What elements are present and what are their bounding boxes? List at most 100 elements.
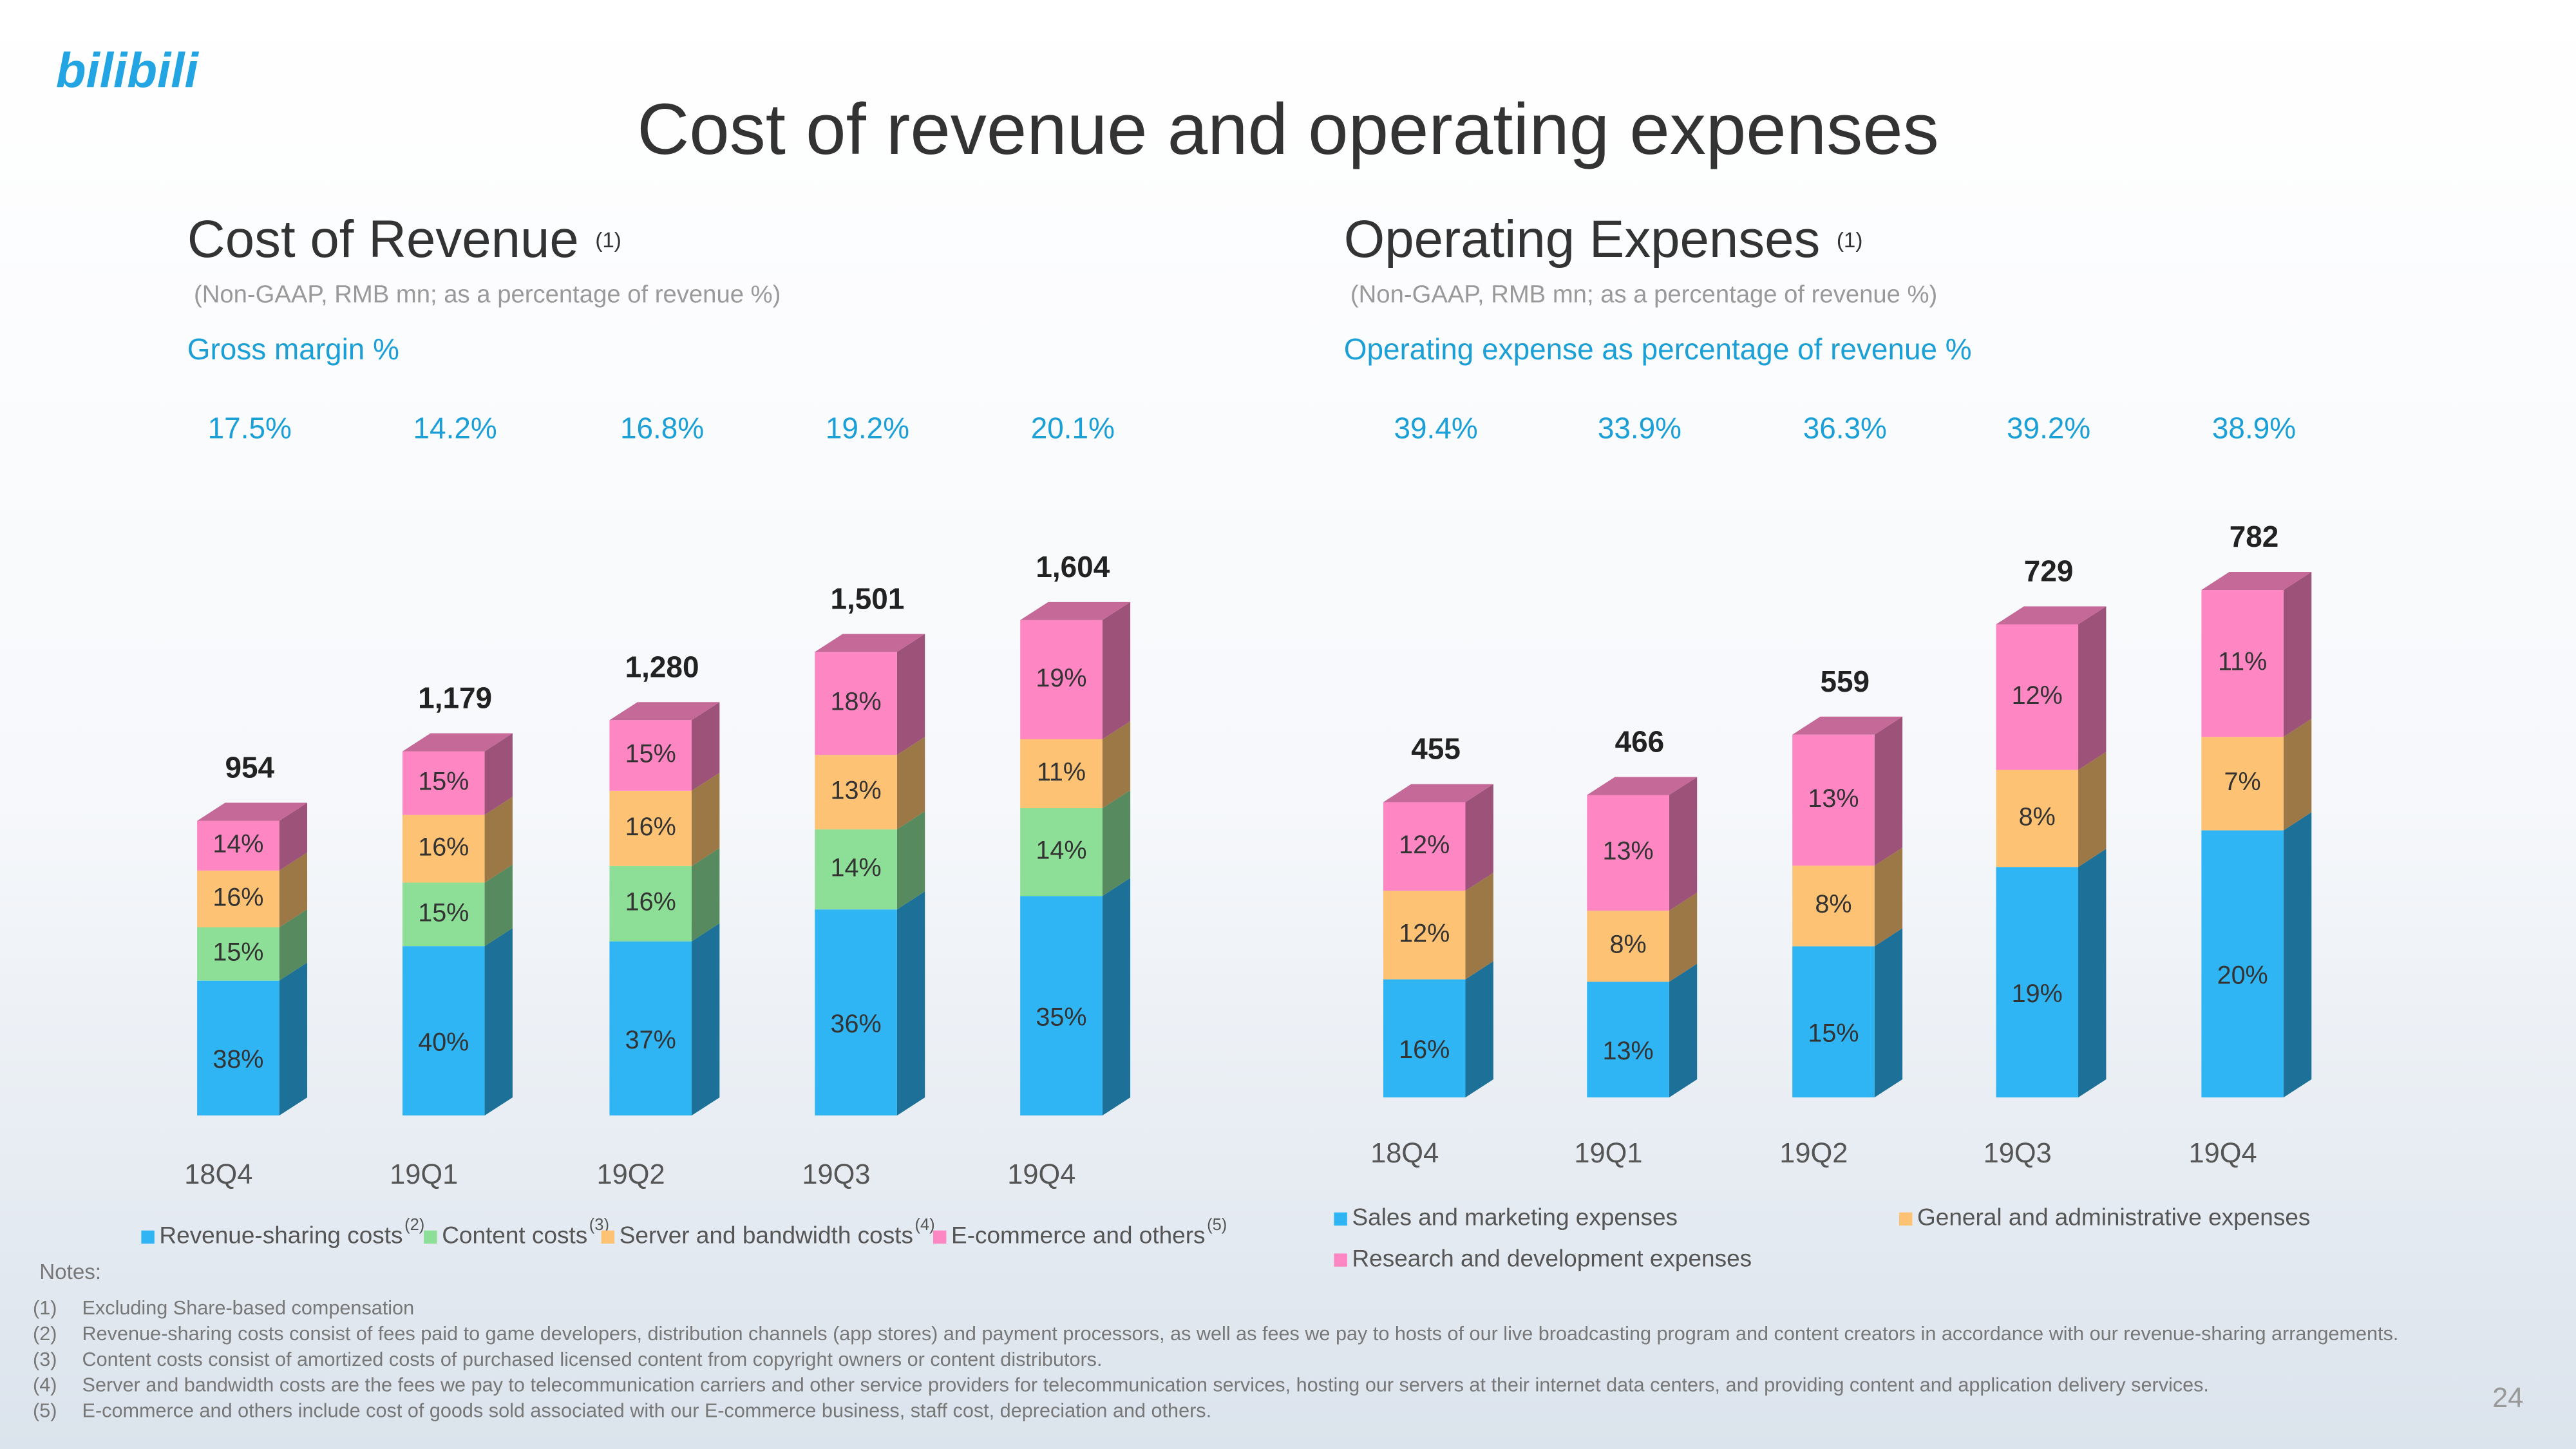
bar-segment <box>1020 739 1103 809</box>
segment-label: 8% <box>1815 890 1852 918</box>
bar-side <box>484 928 513 1116</box>
bar-segment <box>1996 624 2079 770</box>
segment-label: 15% <box>1808 1019 1859 1048</box>
bar-segment <box>402 751 485 815</box>
bar-side <box>1669 777 1698 911</box>
bar-segment <box>1020 896 1103 1116</box>
bar-segment <box>2201 830 2284 1098</box>
legend-label: General and administrative expenses <box>1917 1204 2310 1231</box>
bar-segment <box>1996 867 2079 1098</box>
bar-side <box>1874 716 1903 866</box>
bar-top <box>815 634 925 652</box>
bar-side <box>1465 873 1493 980</box>
segment-label: 15% <box>213 938 263 967</box>
bar-side <box>2283 719 2312 831</box>
ratio-label: 39.2% <box>2007 411 2090 444</box>
note-marker: (1) <box>33 1297 57 1319</box>
bar-side <box>896 811 925 910</box>
bar-side <box>2078 752 2107 867</box>
bar-side <box>691 923 720 1116</box>
total-label: 1,604 <box>1036 550 1110 583</box>
legend-label: Server and bandwidth costs <box>620 1222 913 1249</box>
bar-segment <box>1587 911 1669 982</box>
legend-swatch <box>601 1230 615 1244</box>
bar-side <box>896 634 925 755</box>
ratio-label: 14.2% <box>413 411 497 444</box>
segment-label: 8% <box>2019 802 2056 831</box>
segment-label: 16% <box>418 833 469 861</box>
x-tick-label: 18Q4 <box>1370 1138 1439 1169</box>
segment-label: 36% <box>831 1010 882 1038</box>
bar-side <box>1465 784 1493 891</box>
bar-segment <box>1587 981 1669 1098</box>
x-tick-label: 19Q2 <box>1779 1138 1848 1169</box>
chart-subtitle: (Non-GAAP, RMB mn; as a percentage of re… <box>194 280 781 308</box>
bar-segment <box>609 790 692 866</box>
segment-label: 7% <box>2224 768 2261 796</box>
bar-side <box>1102 878 1131 1116</box>
legend-label: Research and development expenses <box>1352 1245 1752 1271</box>
segment-label: 14% <box>1036 837 1086 865</box>
segment-label: 19% <box>2012 980 2063 1008</box>
x-tick-label: 19Q4 <box>1007 1159 1075 1190</box>
legend-swatch <box>933 1230 947 1244</box>
segment-label: 37% <box>625 1026 676 1054</box>
bar-segment <box>197 870 279 927</box>
note-marker: (4) <box>33 1374 57 1396</box>
bar-segment <box>815 829 897 910</box>
x-tick-label: 19Q3 <box>1984 1138 2052 1169</box>
bar-side <box>484 864 513 947</box>
bar-side <box>1874 928 1903 1098</box>
segment-label: 13% <box>1602 837 1653 866</box>
bar-segment <box>1792 734 1875 866</box>
logo: bilibili <box>56 43 200 98</box>
bar-side <box>2078 606 2107 770</box>
bar-side <box>691 848 720 942</box>
bar-side <box>2283 812 2312 1098</box>
bar-side <box>484 733 513 815</box>
legend-swatch <box>1334 1253 1347 1267</box>
page-number: 24 <box>2492 1383 2523 1414</box>
legend-label: E-commerce and others <box>951 1222 1206 1249</box>
note-text: E-commerce and others include cost of go… <box>82 1399 1212 1421</box>
x-tick-label: 19Q2 <box>597 1159 665 1190</box>
bar-segment <box>815 652 897 755</box>
ratio-label: 17.5% <box>208 411 292 444</box>
bar-segment <box>1383 802 1466 891</box>
ratio-label: 38.9% <box>2212 411 2296 444</box>
bar-segment <box>197 927 279 981</box>
segment-label: 14% <box>213 830 263 858</box>
segment-label: 15% <box>418 898 469 927</box>
ratio-label: 33.9% <box>1598 411 1681 444</box>
chart-title-note: (1) <box>595 229 621 252</box>
segment-label: 16% <box>213 883 263 911</box>
bar-segment <box>815 755 897 829</box>
bar-side <box>484 797 513 883</box>
bar-segment <box>402 882 485 947</box>
bar-top <box>1020 601 1131 620</box>
segment-label: 8% <box>1609 931 1646 959</box>
bar-segment <box>609 941 692 1116</box>
segment-label: 15% <box>418 767 469 795</box>
segment-label: 15% <box>625 740 676 768</box>
note-marker: (2) <box>33 1323 57 1345</box>
bar-side <box>279 962 308 1116</box>
total-label: 559 <box>1820 665 1870 698</box>
bar-segment <box>197 820 279 871</box>
ratio-label: 20.1% <box>1031 411 1115 444</box>
bar-segment <box>1383 891 1466 980</box>
note-marker: (5) <box>33 1399 57 1421</box>
segment-label: 12% <box>2012 681 2063 710</box>
segment-label: 16% <box>625 813 676 841</box>
legend-swatch <box>141 1230 155 1244</box>
total-label: 729 <box>2024 554 2074 588</box>
legend-note: (4) <box>915 1216 935 1234</box>
bar-side <box>279 909 308 981</box>
segment-label: 13% <box>831 776 882 804</box>
bar-side <box>691 772 720 866</box>
segment-label: 13% <box>1808 784 1859 813</box>
bar-segment <box>1996 770 2079 867</box>
